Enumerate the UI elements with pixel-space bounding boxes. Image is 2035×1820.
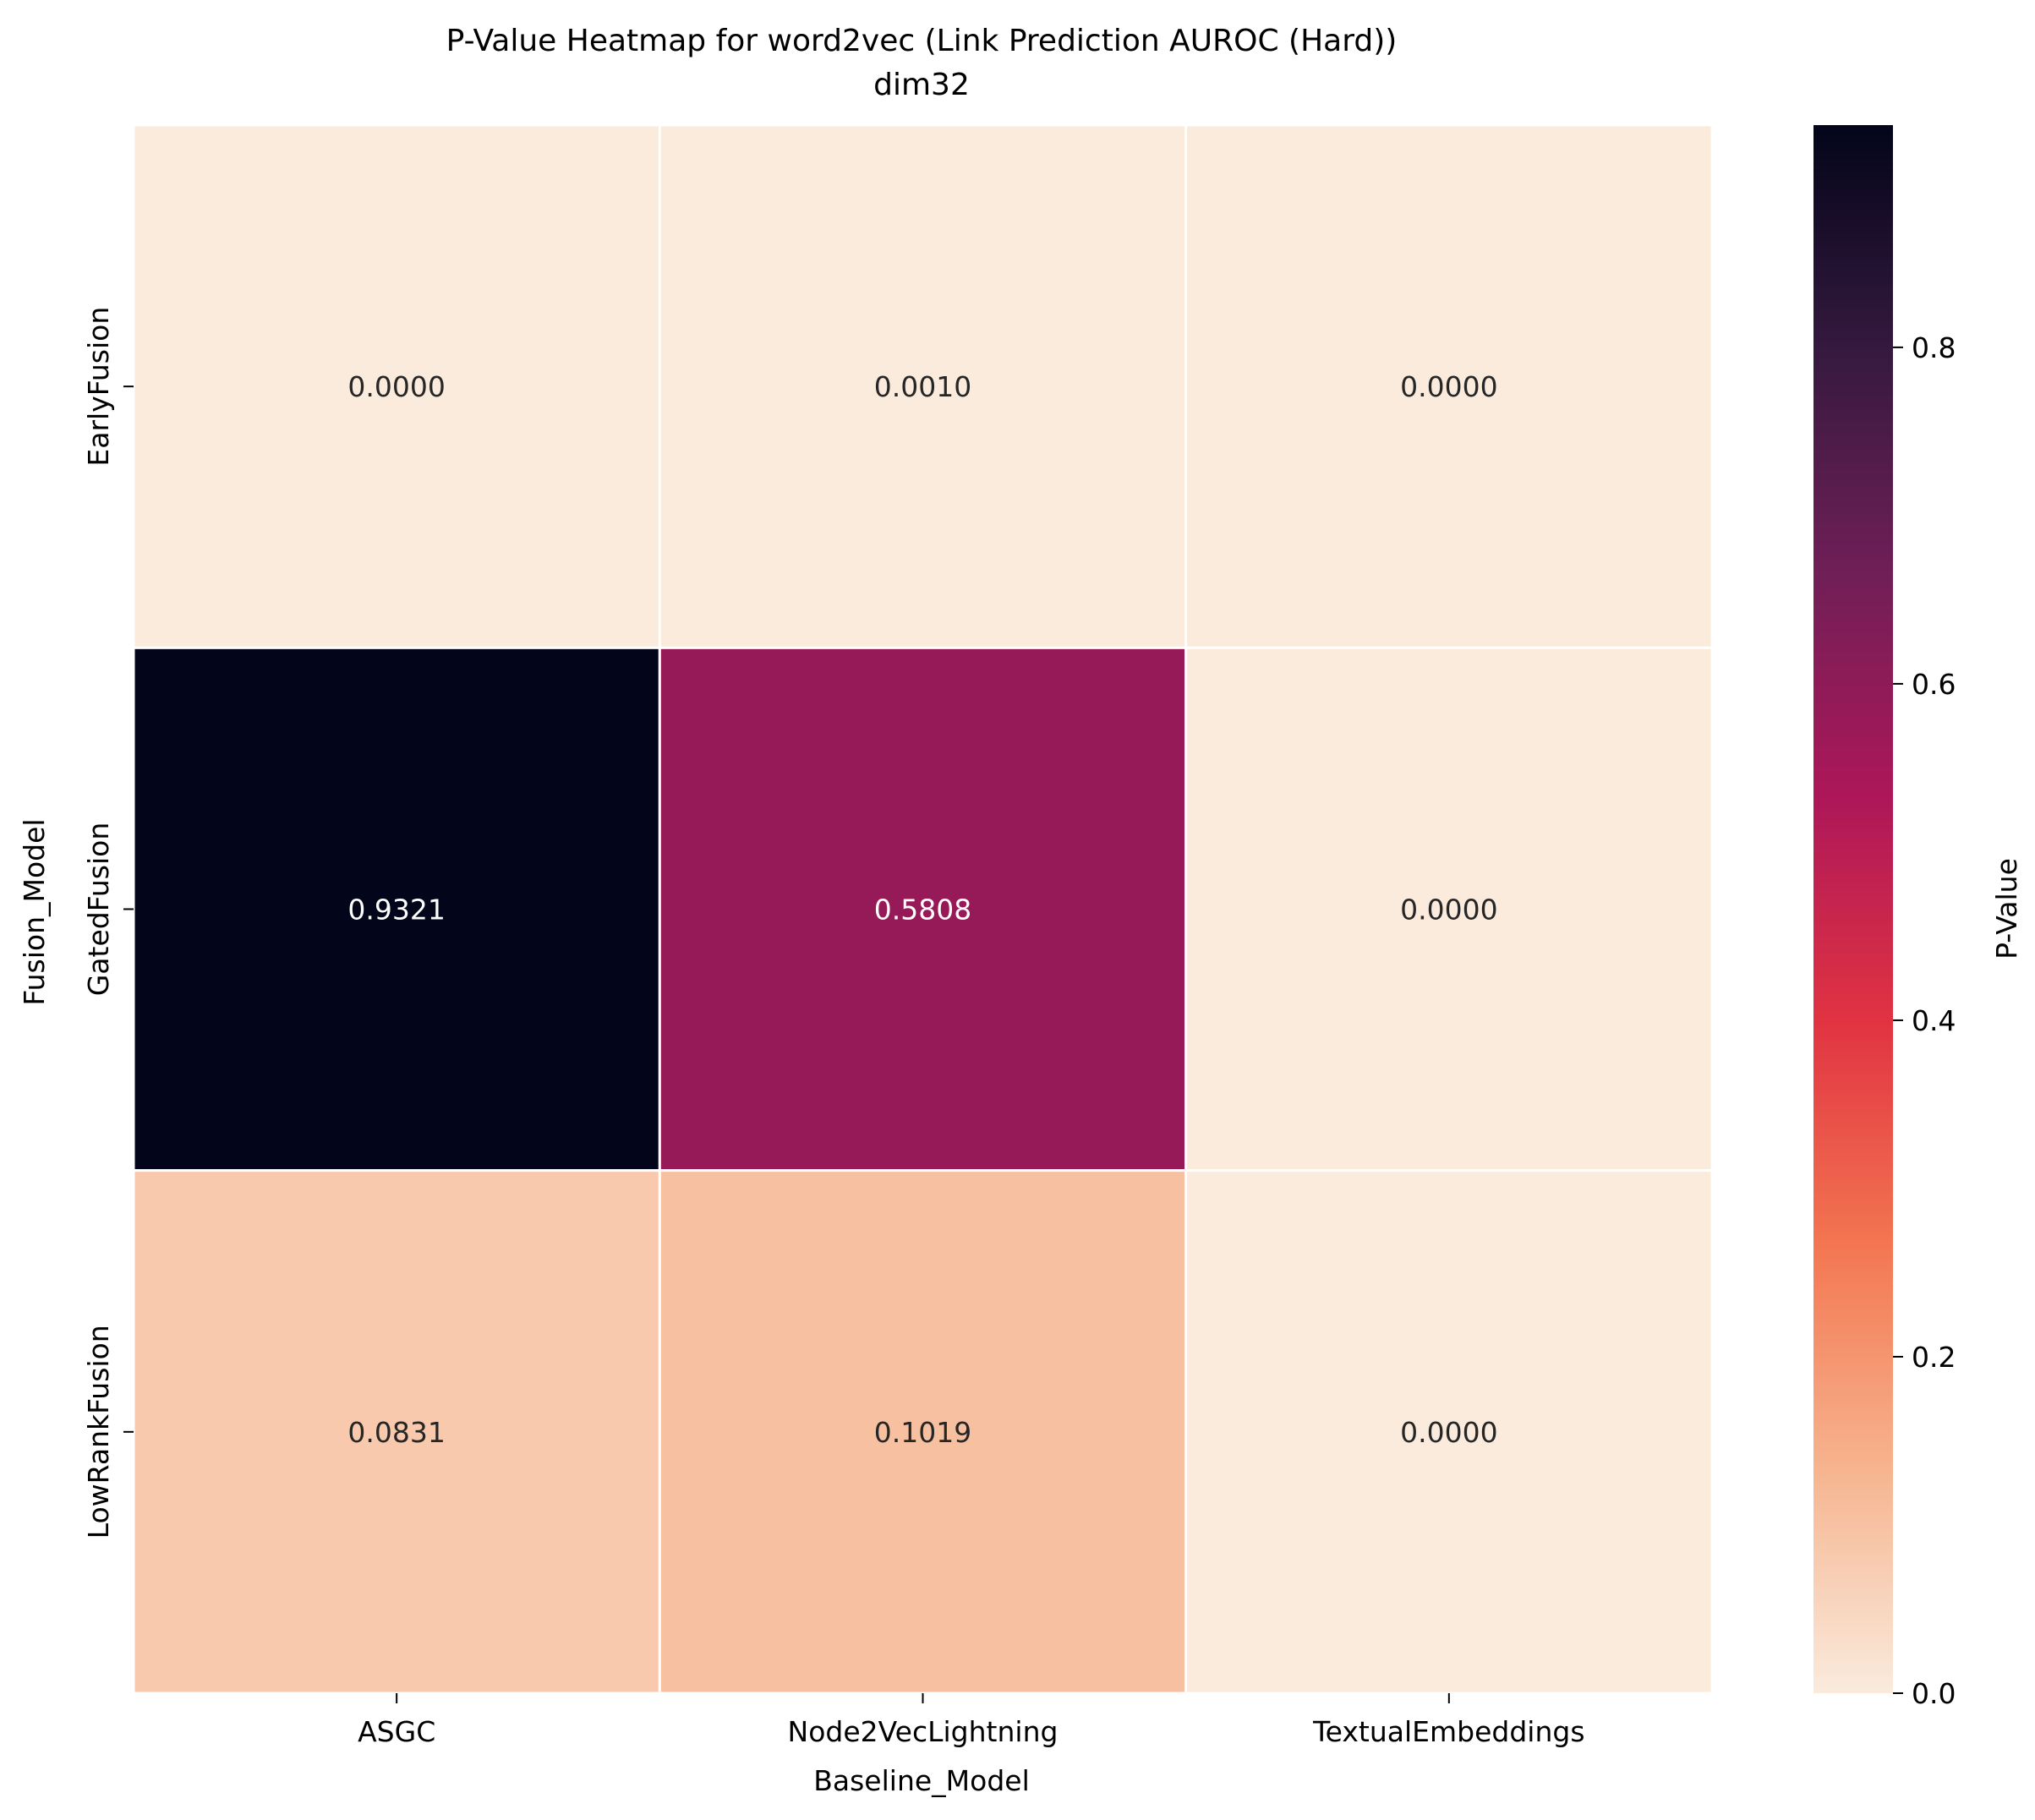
cell-value-label: 0.1019 (874, 1416, 971, 1449)
heatmap-cell-labels: 0.0000 0.0010 0.0000 0.9321 0.5808 0.0000 0.08… (347, 370, 1497, 1449)
colorbar-tick-label: 0.0 (1912, 1677, 1956, 1710)
heatmap-cell (1184, 646, 1714, 1172)
x-axis-ticks: ASGC Node2VecLightning TextualEmbeddings (358, 1693, 1585, 1748)
cell-value-label: 0.0010 (874, 370, 971, 403)
heatmap-cell (658, 646, 1188, 1172)
heatmap-cell (132, 1169, 661, 1695)
y-tick-label: LowRankFusion (82, 1325, 115, 1539)
heatmap-cell (132, 123, 661, 649)
cell-value-label: 0.0000 (347, 370, 445, 403)
colorbar: 0.0 0.2 0.4 0.6 0.8 P-Value (1813, 125, 2023, 1710)
colorbar-tick-label: 0.4 (1912, 1004, 1956, 1037)
y-axis-label: Fusion_Model (18, 818, 51, 1005)
x-tick-label: ASGC (358, 1715, 435, 1748)
chart-title: P-Value Heatmap for word2vec (Link Predi… (446, 24, 1398, 58)
colorbar-tick-label: 0.8 (1912, 331, 1956, 364)
colorbar-label: P-Value (1990, 858, 2023, 959)
colorbar-ticks: 0.0 0.2 0.4 0.6 0.8 (1893, 331, 1956, 1710)
y-axis-ticks: EarlyFusion GatedFusion LowRankFusion (82, 307, 134, 1539)
cell-value-label: 0.5808 (874, 894, 971, 926)
colorbar-tick-label: 0.6 (1912, 668, 1956, 701)
colorbar-gradient (1813, 125, 1893, 1693)
heatmap-cell (658, 1169, 1188, 1695)
cell-value-label: 0.0000 (1400, 1416, 1497, 1449)
cell-value-label: 0.9321 (347, 894, 445, 926)
x-tick-label: TextualEmbeddings (1312, 1715, 1584, 1748)
x-axis-label: Baseline_Model (813, 1764, 1030, 1797)
cell-value-label: 0.0000 (1400, 370, 1497, 403)
x-tick-label: Node2VecLightning (788, 1715, 1059, 1748)
y-tick-label: EarlyFusion (82, 307, 115, 467)
heatmap-cell (132, 646, 661, 1172)
y-tick-label: GatedFusion (82, 823, 115, 997)
heatmap-cell (1184, 123, 1714, 649)
cell-value-label: 0.0000 (1400, 894, 1497, 926)
heatmap-cells (132, 123, 1714, 1695)
cell-value-label: 0.0831 (347, 1416, 445, 1449)
colorbar-tick-label: 0.2 (1912, 1341, 1956, 1374)
chart-subtitle: dim32 (873, 68, 970, 102)
heatmap-cell (658, 123, 1188, 649)
